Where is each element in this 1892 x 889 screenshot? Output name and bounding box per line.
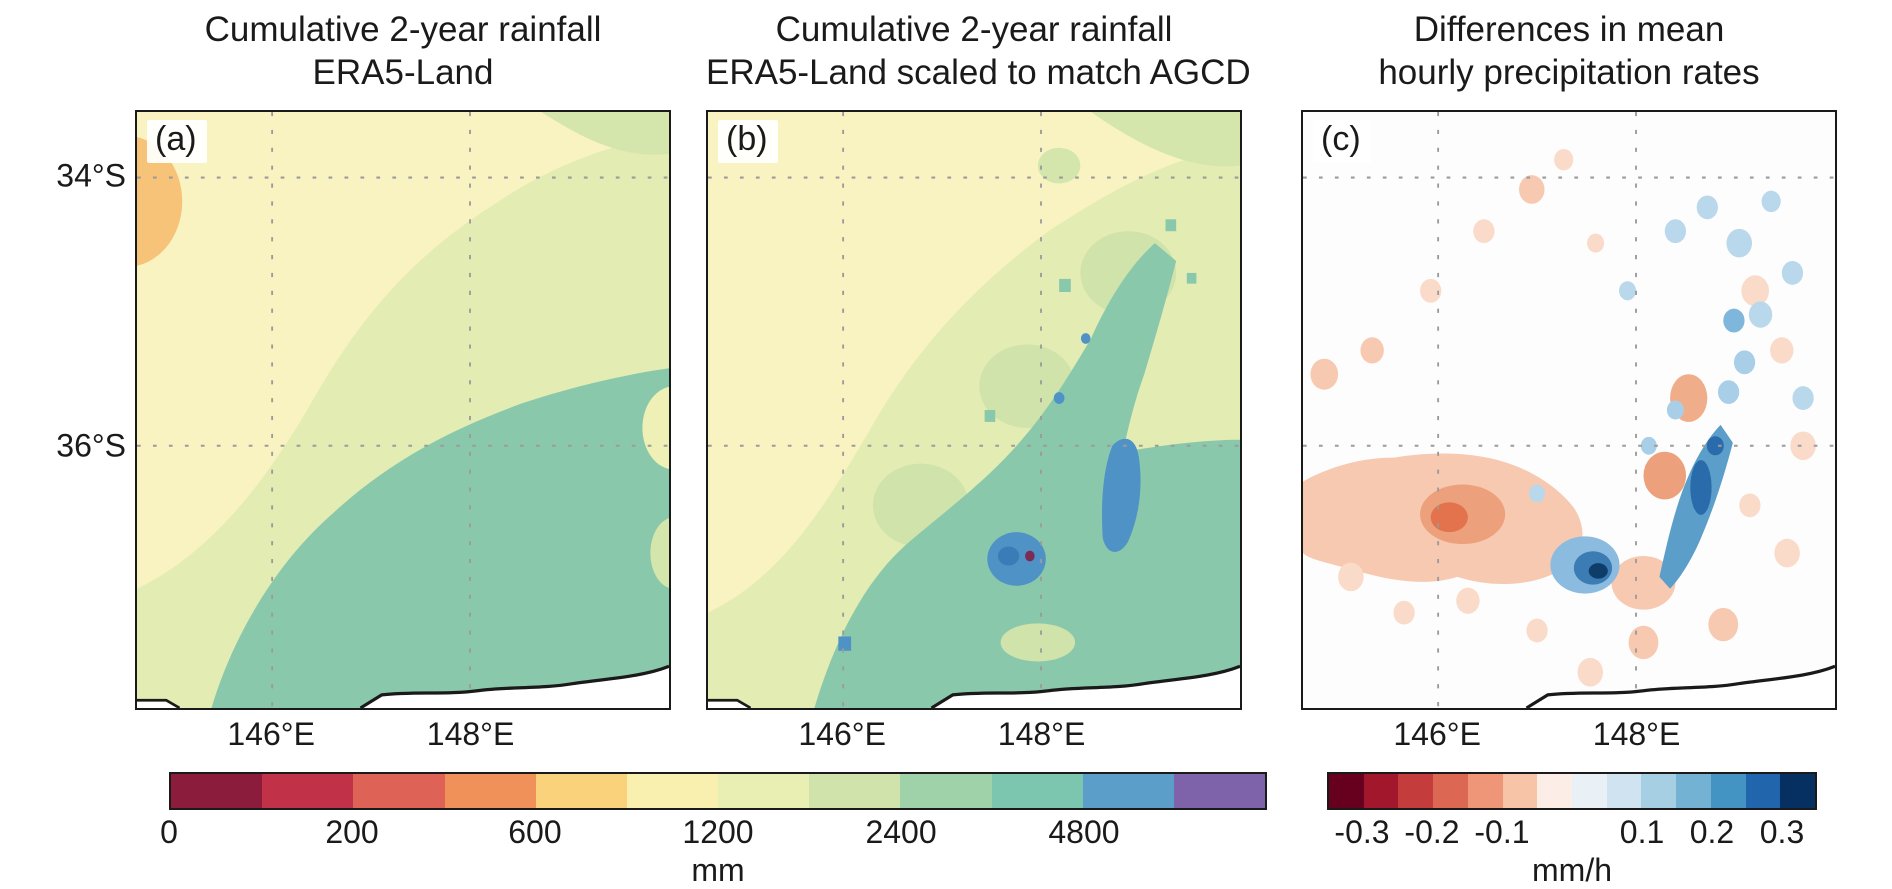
colorbar-difference-gradient	[1327, 772, 1817, 810]
colorbar-segment	[1502, 774, 1538, 808]
colorbar-segment	[1173, 774, 1266, 808]
coastline	[1525, 664, 1835, 708]
colorbar-segment	[1572, 774, 1607, 808]
colorbar-segment	[718, 774, 810, 808]
colorbar-segment	[1606, 774, 1642, 808]
colorbar-tick-label: -0.3	[1334, 814, 1390, 850]
colorbar-segment	[444, 774, 536, 808]
colorbar-segment	[991, 774, 1083, 808]
colorbar-rainfall-gradient	[169, 772, 1267, 810]
colorbar-difference-unit: mm/h	[1532, 852, 1612, 888]
panel-a-label: (a)	[147, 120, 207, 163]
panel-a-xtick-146e: 146°E	[227, 716, 315, 752]
panel-b-title: Cumulative 2-year rainfall ERA5-Land sca…	[706, 8, 1251, 95]
map-c-svg	[1303, 112, 1835, 708]
colorbar-tick-label: 0.1	[1619, 814, 1665, 850]
colorbar-difference: -0.3 -0.2 -0.1 0.1 0.2 0.3 mm/h	[1327, 772, 1817, 888]
panel-b-xticks: 146°E 148°E	[706, 716, 1242, 756]
panel-c-title-line2: hourly precipitation rates	[1378, 53, 1760, 93]
coastline	[708, 664, 1240, 708]
colorbar-segment	[1780, 774, 1816, 808]
colorbar-difference-tick-labels: -0.3 -0.2 -0.1 0.1 0.2 0.3	[1327, 814, 1817, 852]
panel-b-title-line1: Cumulative 2-year rainfall	[775, 10, 1173, 49]
panel-a-title: Cumulative 2-year rainfall ERA5-Land	[135, 8, 671, 95]
colorbar-segment	[1433, 774, 1468, 808]
colorbar-tick-label: 4800	[1048, 814, 1120, 850]
panel-c-label: (c)	[1313, 120, 1371, 163]
panel-b-title-line2: ERA5-Land scaled to match AGCD	[706, 53, 1251, 93]
colorbar-tick-label: -0.2	[1404, 814, 1460, 850]
panel-a-xticks: 146°E 148°E	[135, 716, 671, 756]
colorbar-tick-label: 0.3	[1759, 814, 1805, 850]
colorbar-segment	[1082, 774, 1174, 808]
colorbar-segment	[1676, 774, 1711, 808]
colorbar-segment	[1467, 774, 1503, 808]
colorbar-rainfall-unit: mm	[691, 852, 745, 888]
colorbar-tick-label: 200	[325, 814, 379, 850]
colorbar-tick-label: 0	[160, 814, 178, 850]
colorbar-segment	[1398, 774, 1434, 808]
colorbar-segment	[1745, 774, 1781, 808]
colorbar-segment	[1329, 774, 1364, 808]
colorbar-segment	[1641, 774, 1677, 808]
map-a-svg	[137, 112, 669, 708]
panel-a-xtick-148e: 148°E	[426, 716, 515, 752]
panel-a-title-line1: Cumulative 2-year rainfall	[204, 10, 602, 49]
positive-diff-cells	[1529, 190, 1814, 594]
coastline	[137, 664, 669, 708]
panel-c-map: (c)	[1301, 110, 1837, 710]
panel-c-title: Differences in mean hourly precipitation…	[1301, 8, 1837, 95]
colorbar-rainfall: 0 200 600 1200 2400 4800 mm	[160, 772, 1267, 888]
colorbar-segment	[535, 774, 627, 808]
panel-b-xtick-148e: 148°E	[997, 716, 1086, 752]
y-tick-36s: 36°S	[56, 427, 126, 464]
colorbar-segment	[1363, 774, 1399, 808]
panel-c-xticks: 146°E 148°E	[1301, 716, 1837, 756]
panel-a-map: (a)	[135, 110, 671, 710]
colorbar-segment	[809, 774, 901, 808]
panel-b-label: (b)	[718, 120, 778, 163]
colorbar-segment	[262, 774, 354, 808]
colorbar-tick-label: 1200	[682, 814, 754, 850]
colorbar-segment	[353, 774, 445, 808]
colorbar-segment	[900, 774, 992, 808]
colorbar-rainfall-tick-labels: 0 200 600 1200 2400 4800	[160, 814, 1267, 852]
panel-c-title-line1: Differences in mean	[1413, 10, 1725, 49]
panel-c-xtick-148e: 148°E	[1592, 716, 1681, 752]
colorbar-segment	[1537, 774, 1573, 808]
y-tick-34s: 34°S	[56, 157, 126, 194]
colorbar-segment	[1710, 774, 1746, 808]
colorbar-tick-label: 0.2	[1689, 814, 1735, 850]
colorbar-tick-label: 2400	[865, 814, 937, 850]
panel-a-title-line2: ERA5-Land	[312, 53, 494, 93]
colorbar-tick-label: 600	[508, 814, 562, 850]
colorbar-tick-label: -0.1	[1474, 814, 1530, 850]
colorbar-segment	[626, 774, 719, 808]
panel-c-xtick-146e: 146°E	[1393, 716, 1481, 752]
map-b-svg	[708, 112, 1240, 708]
colorbar-segment	[171, 774, 263, 808]
panel-b-xtick-146e: 146°E	[798, 716, 886, 752]
panel-b-map: (b)	[706, 110, 1242, 710]
